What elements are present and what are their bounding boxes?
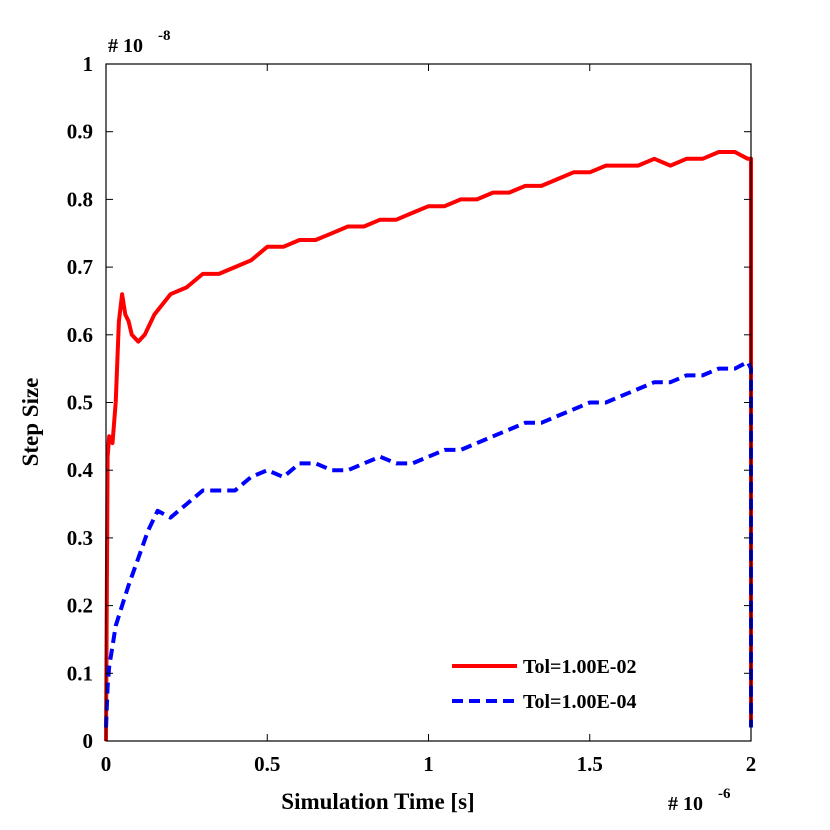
y-tick-label-10: 1 [83,52,94,76]
legend-label-tol-1e-04: Tol=1.00E-04 [523,691,636,713]
y-exponent-power: -8 [158,28,171,44]
x-tick-label-0: 0 [101,752,112,776]
legend: Tol=1.00E-02 Tol=1.00E-04 [452,656,636,713]
series-layer [104,150,753,742]
plot-background [106,64,751,741]
y-tick-label-4: 0.4 [67,458,94,482]
y-axis-ticks: 0 0.1 0.2 0.3 0.4 0.5 0.6 0.7 0.8 0.9 1 [67,52,751,753]
x-axis-label: Simulation Time [s] [281,789,474,814]
x-tick-label-2: 1 [423,752,434,776]
y-tick-label-8: 0.8 [67,187,93,211]
series-line-0 [104,150,753,742]
y-tick-label-1: 0.1 [67,661,93,685]
x-exponent-power: -6 [718,786,731,802]
x-exponent-base: # 10 [668,793,703,815]
y-tick-label-5: 0.5 [67,391,93,415]
y-exponent: # 10 -8 [108,28,171,57]
y-axis-label: Step Size [18,378,43,467]
series-line-1 [104,359,753,728]
y-tick-label-0: 0 [83,729,94,753]
x-tick-label-4: 2 [746,752,757,776]
x-exponent: # 10 -6 [668,786,731,815]
x-tick-label-3: 1.5 [577,752,603,776]
y-tick-label-3: 0.3 [67,526,93,550]
y-tick-label-9: 0.9 [67,120,93,144]
y-exponent-base: # 10 [108,35,143,57]
y-tick-label-7: 0.7 [67,255,93,279]
legend-label-tol-1e-02: Tol=1.00E-02 [523,656,636,678]
y-tick-label-6: 0.6 [67,323,93,347]
x-axis-ticks: 0 0.5 1 1.5 2 [101,64,757,776]
y-tick-label-2: 0.2 [67,594,93,618]
x-tick-label-1: 0.5 [254,752,280,776]
